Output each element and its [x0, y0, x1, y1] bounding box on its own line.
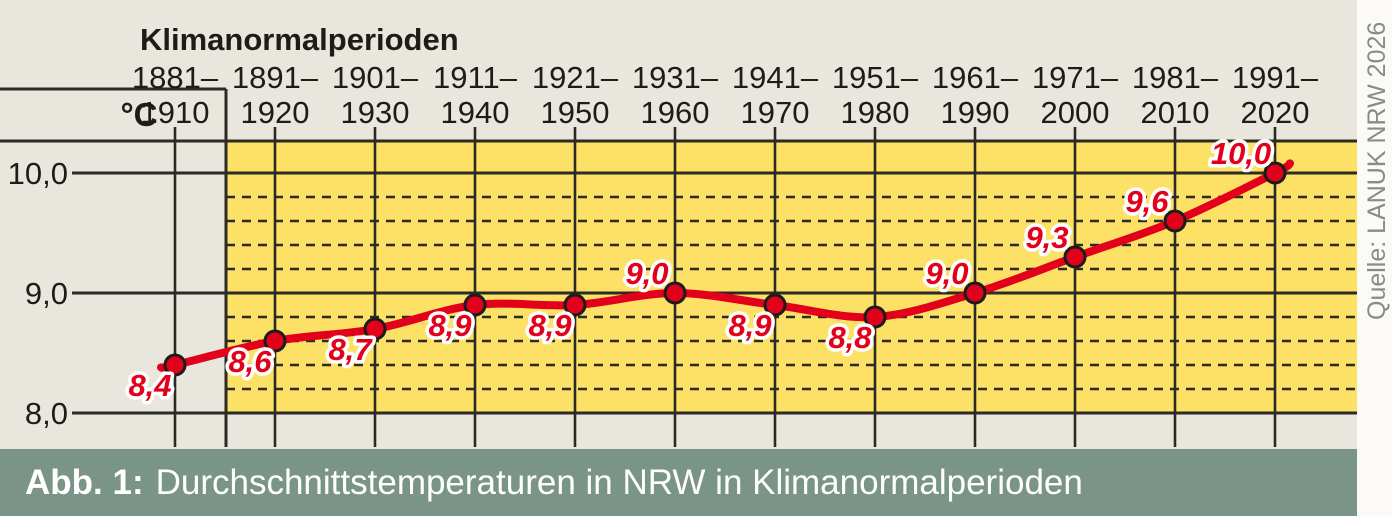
data-point [963, 281, 987, 305]
source-strip [1357, 0, 1392, 516]
period-tick-label: 1951– 1980 [832, 60, 919, 130]
period-tick-label: 1891– 1920 [232, 60, 319, 130]
data-point [463, 293, 487, 317]
period-tick-label: 1941– 1970 [732, 60, 819, 130]
data-point-value-label: 10,0 [1211, 136, 1271, 171]
data-point [1063, 245, 1087, 269]
period-tick-label: 1901– 1930 [332, 60, 419, 130]
data-point-value-label: 9,3 [1025, 220, 1068, 255]
data-point [663, 281, 687, 305]
period-tick-label: 1921– 1950 [532, 60, 619, 130]
period-tick-label: 1971– 2000 [1032, 60, 1119, 130]
caption-text: Durchschnittstemperaturen in NRW in Klim… [155, 462, 1083, 502]
data-point [363, 317, 387, 341]
data-point-value-label: 8,4 [128, 368, 171, 403]
data-point [1163, 209, 1187, 233]
data-point-value-label: 8,7 [328, 332, 373, 367]
y-axis-unit-label: °C [120, 96, 158, 133]
period-tick-label: 1881– 1910 [132, 60, 219, 130]
data-point [863, 305, 887, 329]
plot-background [226, 141, 1357, 413]
source-credit: Quelle: LANUK NRW 2026 [1363, 21, 1391, 320]
data-point-value-label: 8,9 [428, 308, 472, 343]
y-axis-tick-label: 9,0 [25, 276, 68, 311]
caption-label: Abb. 1: [25, 462, 144, 502]
data-point [563, 293, 587, 317]
period-tick-label: 1991– 2020 [1232, 60, 1319, 130]
data-point-value-label: 8,9 [528, 308, 572, 343]
chart-title: Klimanormalperioden [140, 22, 459, 57]
data-point-value-label: 9,0 [625, 256, 668, 291]
data-point-value-label: 8,8 [828, 320, 872, 355]
data-point [763, 293, 787, 317]
data-point-value-label: 8,6 [228, 344, 272, 379]
data-point [163, 353, 187, 377]
caption-bar: Abb. 1: Durchschnittstemperaturen in NRW… [0, 449, 1357, 516]
y-axis-tick-label: 10,0 [8, 156, 68, 191]
data-point [1263, 161, 1287, 185]
period-tick-label: 1911– 1940 [433, 60, 518, 130]
data-point-value-label: 9,0 [925, 256, 968, 291]
data-point-value-label: 9,6 [1125, 184, 1169, 219]
data-point [263, 329, 287, 353]
period-tick-label: 1931– 1960 [632, 60, 719, 130]
temperature-curve [157, 159, 1294, 372]
period-tick-label: 1981– 2010 [1132, 60, 1219, 130]
period-tick-label: 1961– 1990 [932, 60, 1019, 130]
y-axis-tick-label: 8,0 [25, 396, 68, 431]
data-point-value-label: 8,9 [728, 308, 772, 343]
